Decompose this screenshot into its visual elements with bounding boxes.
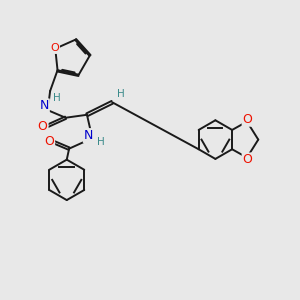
- Text: O: O: [243, 113, 253, 126]
- Text: N: N: [84, 129, 93, 142]
- Text: N: N: [40, 99, 49, 112]
- Text: H: H: [97, 136, 105, 146]
- Text: O: O: [44, 135, 54, 148]
- Text: H: H: [117, 89, 124, 99]
- Text: O: O: [50, 43, 59, 53]
- Text: H: H: [53, 93, 61, 103]
- Text: O: O: [243, 154, 253, 166]
- Text: O: O: [38, 120, 48, 133]
